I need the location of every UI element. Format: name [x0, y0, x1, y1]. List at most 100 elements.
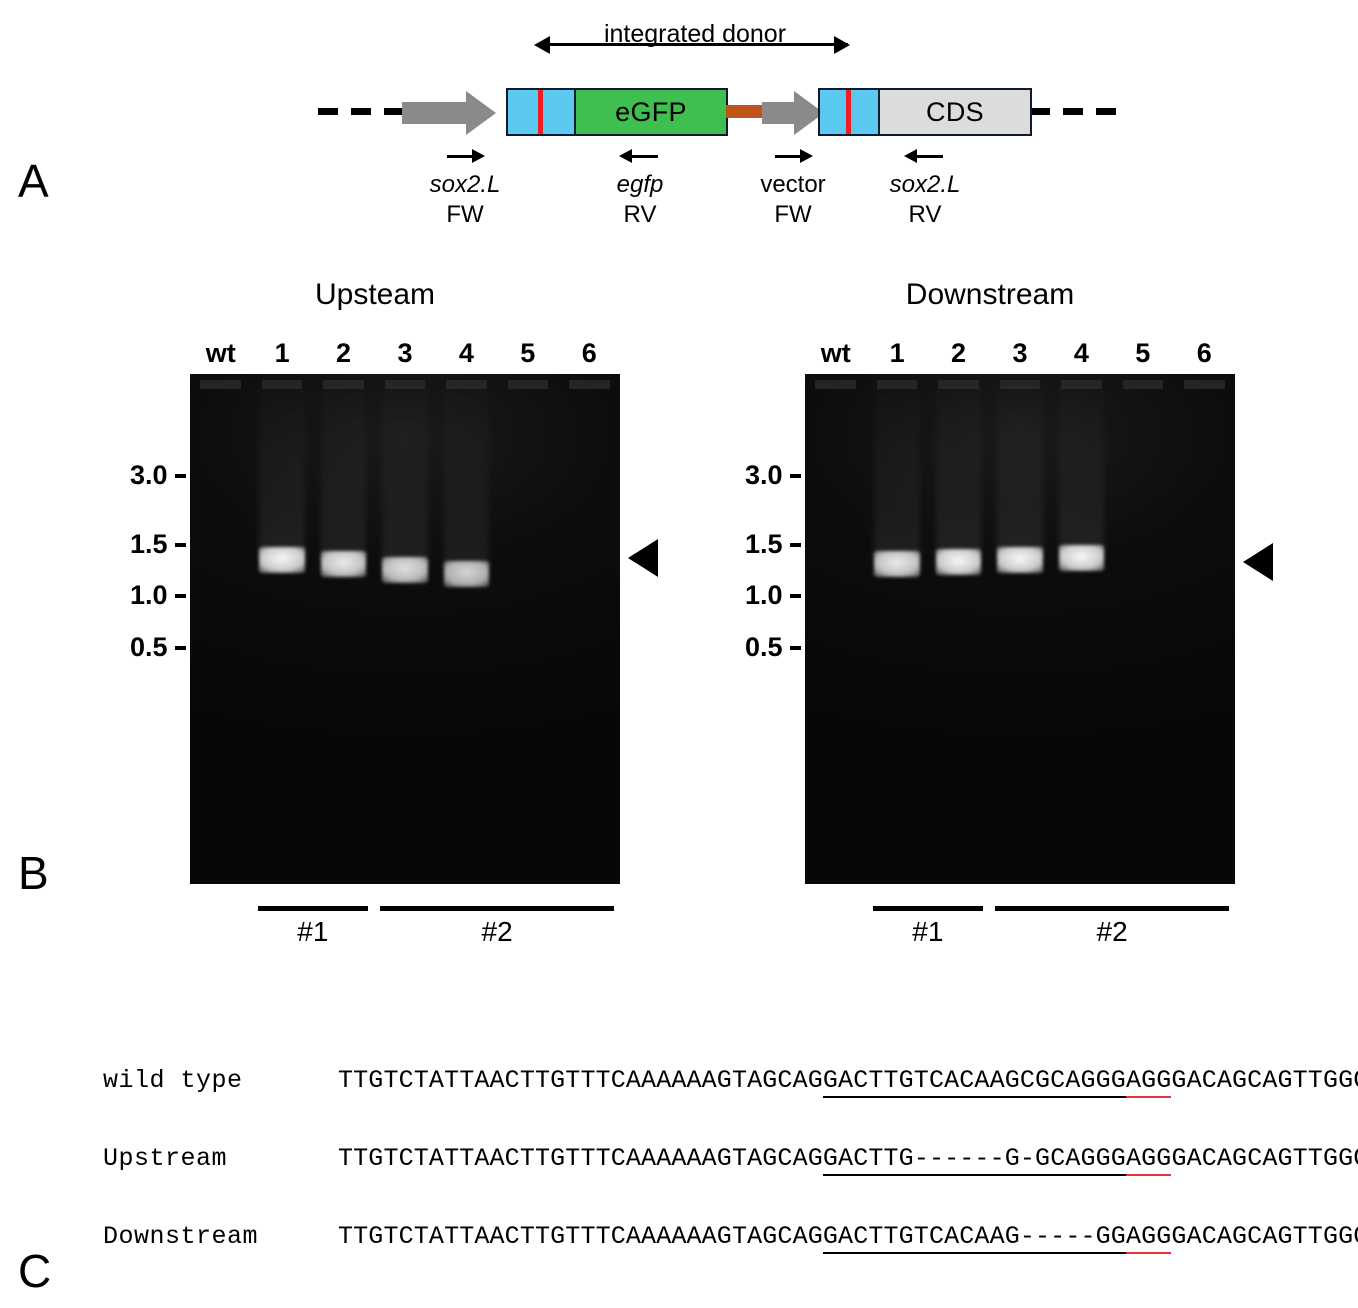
gel-mw-label: 0.5 — [745, 632, 783, 662]
clone-group-label: #2 — [481, 916, 513, 947]
gel-mw-label: 0.5 — [130, 632, 168, 662]
gel-lane-labels: wt 1 2 3 4 5 6 — [805, 338, 1235, 369]
clone-group-bracket — [872, 906, 984, 911]
gel-mw-label: 1.0 — [130, 580, 168, 610]
gel-well — [384, 380, 426, 389]
gel-mw-row: 1.0 — [130, 580, 186, 611]
egfp-box: eGFP — [574, 88, 728, 136]
homology-arm-box-right — [818, 88, 880, 136]
gel-mw-tick — [174, 645, 186, 650]
sequence-prefix: TTGTCTATTAACTTGTTTCAAAAAAGTAGCAG — [338, 1144, 823, 1173]
sequence-row-downstream: Downstream TTGTCTATTAACTTGTTTCAAAAAAGTAGC… — [0, 1222, 1358, 1274]
clone-group-bracket — [380, 906, 614, 911]
gel-lane-smear — [935, 386, 982, 560]
primer-arrow-left-icon — [850, 145, 1000, 167]
gel-mw-label: 1.5 — [130, 529, 168, 559]
gel-mw-row: 3.0 — [130, 460, 186, 491]
gel-image — [805, 374, 1235, 884]
primer-sox2l-rv: sox2.L RV — [850, 145, 1000, 229]
gel-lane-smear — [874, 386, 920, 562]
gel-mw-row: 0.5 — [745, 632, 801, 663]
panel-c: C wild type TTGTCTATTAACTTGTTTCAAAAAAGTAG… — [0, 1020, 1358, 1308]
primer-sox2l-fw: sox2.L FW — [390, 145, 540, 229]
gel-well — [200, 380, 241, 389]
gel-image — [190, 374, 620, 884]
primer-arrow-line — [775, 155, 801, 158]
deletion-gap: - — [1019, 1144, 1036, 1176]
gel-well — [446, 380, 487, 389]
panel-b: B Upsteam wt 1 2 3 4 5 6 3.0 1.5 1.0 0.5 #1 #2 Downst… — [0, 250, 1358, 950]
gel-mw-tick — [789, 542, 801, 547]
protospacer-segment: GACTTG — [822, 1144, 914, 1176]
primer-arrow-head — [619, 149, 632, 163]
donor-arrow-right-icon — [834, 36, 850, 54]
primer-arrow-right-icon — [718, 145, 868, 167]
sequence-suffix: GACAGCAGTTGGCTC — [1171, 1222, 1358, 1251]
primer-egfp-rv: egfp RV — [565, 145, 715, 229]
gel-lane-label: wt — [205, 338, 236, 368]
gel-mw-label: 3.0 — [745, 460, 783, 490]
gel-mw-row: 1.5 — [745, 529, 801, 560]
sequence-row-wild-type: wild type TTGTCTATTAACTTGTTTCAAAAAAGTAGCA… — [0, 1066, 1358, 1118]
expected-product-arrowhead-icon — [1243, 543, 1273, 581]
panel-label-b: B — [18, 847, 49, 899]
primer-arrow-line — [632, 155, 658, 158]
gel-lane-label: 6 — [581, 338, 597, 368]
cds-label: CDS — [926, 96, 984, 127]
clone-group-label: #1 — [297, 916, 329, 947]
primer-direction: RV — [908, 201, 942, 228]
primer-direction: FW — [774, 201, 812, 228]
gel-background-noise — [805, 374, 1235, 884]
sequence-row-name: Upstream — [103, 1144, 228, 1173]
gel-band — [382, 557, 428, 583]
gel-mw-tick — [174, 473, 186, 478]
sequence-row-bases: TTGTCTATTAACTTGTTTCAAAAAAGTAGCAGGACTTGTC… — [338, 1222, 1358, 1254]
gel-mw-row: 3.0 — [745, 460, 801, 491]
homology-arm-box-left — [506, 88, 576, 136]
primer-name: sox2.L — [429, 171, 501, 198]
deletion-gap: ----- — [1019, 1222, 1096, 1254]
sequence-prefix: TTGTCTATTAACTTGTTTCAAAAAAGTAGCAG — [338, 1222, 823, 1251]
pam-segment: AGG — [1125, 1066, 1172, 1098]
gel-mw-label: 1.5 — [745, 529, 783, 559]
panel-a: A integrated donor eGFP CDS — [0, 0, 1358, 250]
gel-title: Downstream — [905, 278, 1075, 311]
gel-mw-tick — [789, 645, 801, 650]
gel-mw-row: 1.0 — [745, 580, 801, 611]
retained-base: G — [1004, 1144, 1020, 1176]
sequence-row-name: wild type — [103, 1066, 243, 1095]
gel-lane-smear — [382, 386, 428, 568]
gel-band — [874, 551, 920, 577]
primer-name: sox2.L — [889, 171, 961, 198]
arrow-shaft — [762, 102, 796, 124]
gel-lane-smear — [997, 386, 1043, 558]
primer-direction: RV — [623, 201, 657, 228]
gel-band — [1058, 545, 1105, 571]
gel-lane-label: 6 — [1196, 338, 1212, 368]
gel-mw-label: 3.0 — [130, 460, 168, 490]
gel-well — [1184, 380, 1225, 389]
gel-lane-label: 3 — [1012, 338, 1028, 368]
sequence-row-name: Downstream — [103, 1222, 259, 1251]
gel-well — [1122, 380, 1164, 389]
egfp-label: eGFP — [615, 96, 687, 127]
gel-band — [997, 547, 1043, 573]
panel-label-c: C — [18, 1245, 52, 1297]
clone-group-bracket — [257, 906, 369, 911]
cds-box: CDS — [878, 88, 1032, 136]
gel-lane-smear — [259, 386, 305, 558]
panel-label-a: A — [18, 155, 49, 207]
primer-arrow-left-icon — [565, 145, 715, 167]
gel-lane-label: 4 — [1073, 338, 1089, 368]
genomic-flank-left-dashed — [318, 108, 406, 115]
gel-lane-label: 2 — [951, 338, 967, 368]
primer-direction: FW — [446, 201, 484, 228]
gel-mw-tick — [789, 593, 801, 598]
primer-vector-fw: vector FW — [718, 145, 868, 229]
donor-span-line — [540, 43, 848, 46]
vector-arrow — [762, 91, 824, 135]
sequence-prefix: TTGTCTATTAACTTGTTTCAAAAAAGTAGCAG — [338, 1066, 823, 1095]
donor-arrow-left-icon — [534, 36, 550, 54]
primer-arrow-head — [472, 149, 485, 163]
gel-lane-label: 5 — [520, 338, 536, 368]
